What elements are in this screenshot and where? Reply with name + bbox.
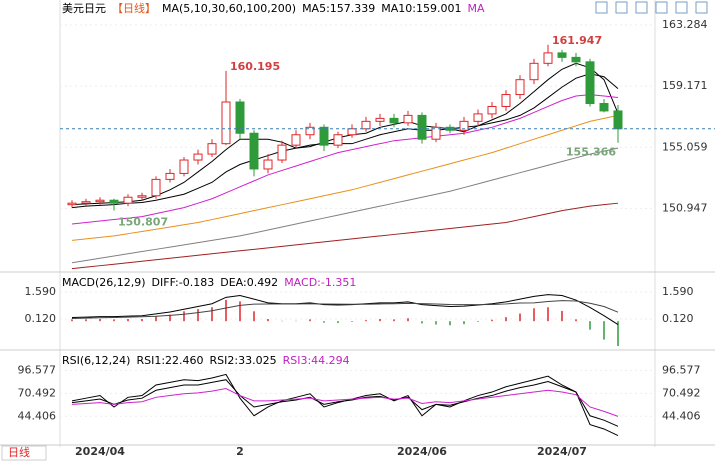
- candle-body: [613, 110, 623, 130]
- candle-body: [109, 199, 119, 204]
- candle-body: [403, 114, 413, 124]
- candle-body: [501, 94, 511, 107]
- legend-item: MACD:-1.351: [284, 276, 356, 289]
- candle-body: [123, 196, 133, 204]
- macd-line: [71, 294, 619, 325]
- annotation: 155.366: [566, 146, 616, 159]
- candle-body: [81, 201, 91, 204]
- y-tick-label: 44.406: [662, 409, 701, 422]
- y-tick-label: 155.059: [662, 140, 708, 153]
- legend-item: MA10:159.001: [381, 2, 461, 15]
- candle-body: [165, 172, 175, 180]
- tool-icon[interactable]: [675, 1, 688, 14]
- legend-item: DIFF:-0.183: [152, 276, 215, 289]
- rsi-line: [71, 387, 619, 417]
- candle-body: [599, 102, 609, 112]
- ma-line: [71, 73, 619, 209]
- legend-item: DEA:0.492: [220, 276, 278, 289]
- footer-tab[interactable]: 日线: [8, 445, 30, 459]
- ma-line: [71, 202, 619, 270]
- candle-body: [571, 56, 581, 63]
- candle-body: [459, 120, 469, 131]
- tool-icon[interactable]: [595, 1, 608, 14]
- candle-body: [95, 199, 105, 203]
- y-tick-label-left: 96.577: [18, 363, 57, 376]
- candle-body: [151, 178, 161, 197]
- tool-icon[interactable]: [655, 1, 668, 14]
- candle-body: [319, 126, 329, 146]
- y-tick-label: 163.284: [662, 18, 708, 31]
- x-tick-label: 2024/06: [397, 445, 447, 458]
- x-tick-label: 2: [236, 445, 244, 458]
- footer-tab-box[interactable]: [1, 445, 47, 461]
- candle-body: [529, 62, 539, 81]
- legend-item: MA5:157.339: [302, 2, 375, 15]
- candle-body: [347, 128, 357, 136]
- y-tick-label: 150.947: [662, 201, 708, 214]
- tool-icon[interactable]: [635, 1, 648, 14]
- candle-body: [375, 117, 385, 122]
- candle-body: [487, 105, 497, 115]
- candle-body: [67, 202, 77, 206]
- legend-item: RSI3:44.294: [283, 354, 350, 367]
- candle-body: [249, 132, 259, 170]
- y-tick-label: 96.577: [662, 363, 701, 376]
- ma-line: [71, 94, 619, 225]
- y-tick-label-left: 1.590: [25, 285, 57, 298]
- macd-line: [71, 300, 619, 319]
- ma-line: [71, 114, 619, 241]
- candle-body: [305, 126, 315, 136]
- x-tick-label: 2024/07: [537, 445, 587, 458]
- candle-body: [431, 126, 441, 140]
- candle-body: [515, 79, 525, 96]
- y-tick-label: 159.171: [662, 79, 708, 92]
- legend-item: MA: [468, 2, 485, 15]
- y-tick-label: 70.492: [662, 386, 701, 399]
- candle-body: [543, 52, 553, 64]
- annotation: 160.195: [230, 60, 280, 73]
- candle-body: [137, 195, 147, 198]
- candle-body: [221, 101, 231, 145]
- legend-item: RSI1:22.460: [136, 354, 203, 367]
- candle-body: [207, 143, 217, 155]
- legend-item: RSI2:33.025: [210, 354, 277, 367]
- candle-body: [333, 134, 343, 146]
- candle-body: [389, 117, 399, 124]
- y-tick-label-left: 70.492: [18, 386, 57, 399]
- plot-area: [71, 373, 619, 437]
- y-tick-label-left: 44.406: [18, 409, 57, 422]
- annotation: 150.807: [118, 216, 168, 229]
- ma-line: [71, 147, 619, 264]
- legend-item: MACD(26,12,9): [62, 276, 146, 289]
- plot-area: [71, 294, 619, 347]
- plot-area: [67, 44, 623, 270]
- tool-icon[interactable]: [695, 1, 708, 14]
- legend-item: MA(5,10,30,60,100,200): [162, 2, 296, 15]
- x-tick-label: 2024/04: [75, 445, 125, 458]
- candle-body: [179, 159, 189, 174]
- y-tick-label: 0.120: [662, 312, 694, 325]
- legend-item: 【日线】: [112, 1, 156, 15]
- legend-item: RSI(6,12,24): [62, 354, 130, 367]
- candle-body: [263, 159, 273, 170]
- annotation: 161.947: [552, 34, 602, 47]
- candle-body: [193, 153, 203, 161]
- candle-body: [473, 113, 483, 122]
- candle-body: [277, 144, 287, 161]
- y-tick-label: 1.590: [662, 285, 694, 298]
- legend-item: 美元日元: [62, 2, 106, 15]
- candle-body: [235, 101, 245, 134]
- candle-body: [291, 134, 301, 146]
- y-tick-label-left: 0.120: [25, 312, 57, 325]
- candle-body: [585, 61, 595, 104]
- ma-line: [71, 62, 619, 206]
- candle-body: [361, 120, 371, 130]
- candle-body: [557, 52, 567, 58]
- toolbar[interactable]: [595, 1, 708, 14]
- candle-body: [417, 114, 427, 140]
- rsi-line: [71, 379, 619, 427]
- tool-icon[interactable]: [615, 1, 628, 14]
